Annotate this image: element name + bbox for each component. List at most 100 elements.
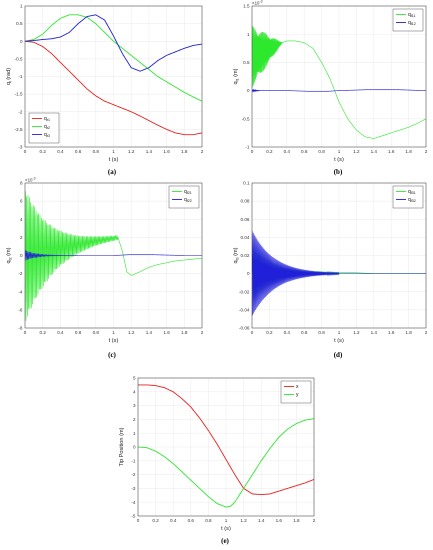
x-tick-label: 0.8 <box>93 149 100 154</box>
legend-entry-name: q <box>184 189 187 195</box>
series-line-qr1 <box>25 40 202 136</box>
legend-entry: qr2 <box>44 124 50 130</box>
x-tick-label: 2 <box>313 518 316 523</box>
x-tick-label: 0.8 <box>318 330 325 335</box>
series-line-x <box>138 384 314 496</box>
chart-panel-a: 0 0.2 0.4 0.6 0.8 1 1.2 1.4 1.6 1.8 2 -3 -2.5 -2 -1.5 -… <box>6 4 204 176</box>
series-line-qf21 <box>25 191 202 321</box>
x-tick-label: 1.2 <box>353 330 360 335</box>
y-tick-label: -6 <box>18 307 23 312</box>
panel-caption: (e) <box>221 537 229 545</box>
chart-panel-b: 0 0.2 0.4 0.6 0.8 1 1.2 1.4 1.6 1.8 2 -1 -0.5 0 0.5 1 1.… <box>233 0 428 176</box>
y-tick-label: -3 <box>131 486 136 491</box>
y-tick-label: -0.5 <box>15 56 23 61</box>
legend-entry-name: q <box>44 116 47 122</box>
axes-frame <box>137 377 315 517</box>
legend-entry-subscript: r1 <box>47 118 50 122</box>
x-tick-label: 0.2 <box>266 149 273 154</box>
y-tick-label: 1 <box>20 4 23 9</box>
x-tick-label: 1.8 <box>181 330 188 335</box>
x-tick-label: 1.6 <box>163 149 170 154</box>
x-tick-label: 1.8 <box>293 518 300 523</box>
y-tick-label: 5 <box>133 376 136 381</box>
legend-entry-subscript: f12 <box>411 22 416 26</box>
x-tick-label: 1.6 <box>163 330 170 335</box>
y-tick-label: -4 <box>131 500 136 505</box>
y-tick-label: 0 <box>20 39 23 44</box>
x-tick-label: 0.4 <box>284 149 291 154</box>
panel-caption: (a) <box>108 168 117 176</box>
chart-panel-c: 0 0.2 0.4 0.6 0.8 1 1.2 1.4 1.6 1.8 2 -8 -6 -4 -2 0 2 4 6 8… <box>6 177 204 359</box>
y-tick-label: 1 <box>247 32 250 37</box>
y-tick-label: -0.5 <box>242 116 250 121</box>
axes-frame <box>24 182 203 329</box>
y-axis-subscript: f3 <box>235 257 239 260</box>
x-tick-label: 1.4 <box>146 330 153 335</box>
y-axis-subscript: f1 <box>235 78 239 81</box>
x-tick-label: 1.6 <box>388 149 395 154</box>
x-tick-label: 0 <box>24 330 27 335</box>
y-tick-label: -3 <box>18 145 23 150</box>
series-line-qf22 <box>25 250 202 261</box>
x-tick-label: 0.6 <box>75 330 82 335</box>
y-axis-unit: (m) <box>6 247 12 256</box>
x-axis-label: t (s) <box>334 157 344 163</box>
y-tick-label: 3 <box>133 403 136 408</box>
y-tick-label: -0.02 <box>239 289 250 294</box>
legend-entry-subscript: r3 <box>47 134 50 138</box>
y-axis-unit: (m) <box>233 247 239 256</box>
x-axis-label: t (s) <box>221 526 231 532</box>
x-tick-label: 1.4 <box>146 149 153 154</box>
x-tick-label: 1 <box>225 518 228 523</box>
x-tick-label: 0 <box>251 330 254 335</box>
legend-entry-name: q <box>408 12 411 18</box>
y-tick-label: 4 <box>133 389 136 394</box>
x-tick-label: 1.2 <box>128 149 135 154</box>
y-tick-label: 0.1 <box>243 181 250 186</box>
series-line-qf32 <box>252 230 426 316</box>
y-axis-label: Tip Position (m) <box>119 427 125 466</box>
y-axis-label: qf3(m) <box>233 247 239 263</box>
legend-entry-name: q <box>408 197 411 203</box>
y-tick-label: 0.5 <box>243 60 250 65</box>
x-tick-label: 1.2 <box>240 518 247 523</box>
x-tick-label: 2 <box>201 149 204 154</box>
y-tick-label: 6 <box>20 199 23 204</box>
y-axis-symbol: q <box>6 260 12 263</box>
y-tick-label: -4 <box>18 289 23 294</box>
legend-entry-name: x <box>296 384 299 390</box>
y-tick-label: -5 <box>131 514 136 519</box>
legend-entry-name: y <box>296 392 299 398</box>
y-tick-label: 0 <box>133 445 136 450</box>
legend-entry-name: q <box>408 189 411 195</box>
x-tick-label: 0.8 <box>93 330 100 335</box>
exponent-power: -3 <box>32 177 35 181</box>
exponent-base: ×10 <box>25 178 33 183</box>
y-tick-label: -2 <box>131 472 136 477</box>
y-tick-label: 0 <box>247 88 250 93</box>
legend-entry-subscript: f22 <box>187 199 192 203</box>
y-axis-exponent: ×10-3 <box>25 177 36 183</box>
y-tick-label: 0.06 <box>241 217 250 222</box>
y-axis-subscript: f2 <box>8 257 12 260</box>
x-tick-label: 0.6 <box>188 518 195 523</box>
y-tick-label: -2 <box>18 109 23 114</box>
legend-entry-subscript: r2 <box>47 126 50 130</box>
legend-entry: qf21 <box>184 189 192 195</box>
y-tick-label: -1 <box>245 145 250 150</box>
y-axis-unit: (m) <box>233 68 239 77</box>
chart-panel-d: 0 0.2 0.4 0.6 0.8 1 1.2 1.4 1.6 1.8 2 -0.06 -0.04 -0.… <box>233 181 428 359</box>
x-tick-label: 0.4 <box>284 330 291 335</box>
x-tick-label: 1.6 <box>276 518 283 523</box>
x-tick-label: 0.2 <box>40 330 47 335</box>
y-axis-unit: (rad) <box>6 68 12 80</box>
x-tick-label: 0.6 <box>75 149 82 154</box>
x-tick-label: 0.4 <box>170 518 177 523</box>
x-tick-label: 0.2 <box>266 330 273 335</box>
x-tick-label: 1 <box>112 330 115 335</box>
x-tick-label: 1 <box>338 330 341 335</box>
x-tick-label: 2 <box>201 330 204 335</box>
